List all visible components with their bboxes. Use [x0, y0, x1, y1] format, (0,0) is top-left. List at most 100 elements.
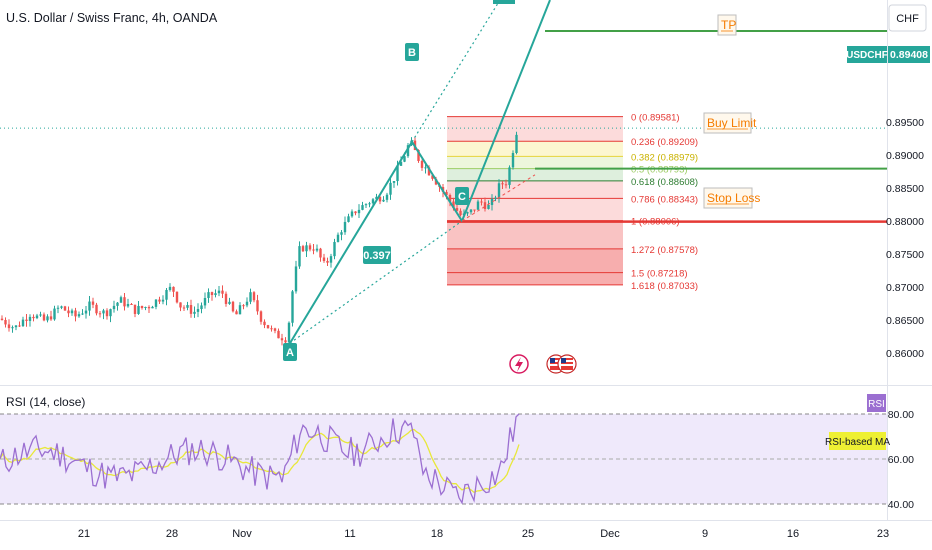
candle-body [277, 330, 280, 339]
candle-body [452, 201, 455, 209]
candle-body [431, 175, 434, 179]
price-axis[interactable]: 0.89500 0.89000 0.88500 0.88000 0.87500 0.870… [886, 117, 924, 360]
point-b-label-box [405, 43, 419, 61]
candle-body [189, 305, 193, 314]
price-tick-label: 0.88500 [886, 183, 924, 195]
fib-level-label: 1.272 (0.87578) [631, 245, 698, 256]
chart-title: U.S. Dollar / Swiss Franc, 4h, OANDA [6, 11, 218, 25]
candle-body [4, 320, 7, 325]
candle-body [368, 203, 371, 205]
candle-body [137, 305, 140, 314]
fibonacci-zones: 0 (0.89581) 0.236 (0.89209) 0.382 (0.88979… [0, 14, 887, 292]
candle-body [116, 302, 119, 306]
candle-body [403, 156, 406, 162]
candle-body [14, 325, 18, 328]
candle-body [497, 183, 501, 198]
candle-body [287, 322, 291, 343]
candle-body [343, 221, 347, 233]
economic-event-flag-icon[interactable] [546, 354, 577, 374]
fib-level-label: 1.5 (0.87218) [631, 269, 688, 280]
candle-body [91, 301, 95, 305]
candle-body [77, 314, 81, 317]
rsi-ma-badge: RSI-based MA [825, 432, 890, 450]
time-axis[interactable]: 21 28 Nov 11 18 25 Dec 9 16 23 [78, 528, 889, 540]
candle-body [417, 150, 420, 161]
candle-body [322, 257, 326, 261]
candle-body [231, 301, 235, 312]
candle-body [28, 316, 32, 321]
candle-body [515, 134, 518, 153]
candle-body [32, 316, 35, 319]
candle-body [399, 161, 403, 166]
rsi-badge-text: RSI [868, 399, 885, 410]
candle-body [490, 198, 494, 205]
candle-body [224, 293, 228, 304]
point-c-label-box [455, 187, 469, 205]
candle-body [308, 245, 312, 250]
candle-body [354, 211, 357, 214]
candle-body [39, 314, 42, 316]
dividend-event-icon[interactable] [509, 354, 529, 374]
candle-body [501, 183, 504, 185]
currency-button[interactable]: CHF [888, 4, 927, 32]
projection-dashed-line [461, 174, 536, 222]
candle-body [70, 310, 74, 314]
candle-body [98, 313, 102, 315]
candle-body [242, 305, 245, 307]
candle-body [371, 199, 375, 204]
candle-body [329, 256, 333, 263]
fib-level-label: 0.5 (0.88793) [631, 165, 688, 176]
candle-body [11, 327, 14, 329]
candle-body [256, 300, 259, 312]
candle-body [375, 196, 378, 200]
rsi-badge: RSI [867, 394, 886, 412]
candle-body [263, 321, 266, 326]
candle-body [504, 184, 508, 186]
fib-level-label: 0.236 (0.89209) [631, 137, 698, 148]
time-tick-label: 23 [877, 528, 889, 540]
point-a-label: A [286, 347, 294, 359]
candle-body [154, 299, 158, 307]
candle-body [305, 245, 308, 252]
candle-body [406, 145, 410, 157]
buy-limit-label-box [703, 112, 752, 134]
price-panel[interactable]: 0 (0.89581) 0.236 (0.89209) 0.382 (0.88979… [0, 0, 887, 385]
candle-body [294, 266, 298, 292]
candle-body [46, 316, 49, 321]
candle-body [340, 232, 343, 235]
rsi-panel[interactable] [0, 413, 887, 505]
candle-body [333, 241, 336, 257]
candle-body [382, 199, 385, 202]
candle-body [109, 309, 112, 317]
candle-body [119, 297, 123, 303]
candle-body [228, 301, 231, 304]
price-tick-label: 0.87500 [886, 249, 924, 261]
candle-body [182, 307, 186, 309]
currency-label: CHF [896, 13, 919, 25]
time-tick-label: 21 [78, 528, 90, 540]
candle-body [273, 328, 277, 331]
candle-body [378, 196, 382, 202]
candle-body [35, 315, 39, 319]
candle-body [123, 297, 126, 307]
fib-zone [447, 168, 623, 181]
time-tick-label: Dec [600, 528, 620, 540]
candle-body [483, 202, 487, 209]
candle-body [84, 310, 88, 314]
ratio-label-box [363, 246, 391, 264]
candle-body [126, 303, 130, 307]
tp-label-box [717, 14, 737, 36]
rsi-title: RSI (14, close) [6, 395, 85, 409]
point-c-label: C [458, 191, 466, 203]
fib-level-label: 0 (0.89581) [631, 113, 680, 124]
candle-body [214, 293, 217, 296]
candle-body [158, 299, 161, 302]
tp-label: TP [721, 18, 736, 32]
candle-body [0, 318, 4, 321]
candle-body [74, 310, 77, 317]
candle-body [193, 311, 196, 314]
candle-body [235, 311, 238, 315]
stop-loss-label: Stop Loss [707, 191, 760, 205]
candle-body [210, 292, 214, 296]
